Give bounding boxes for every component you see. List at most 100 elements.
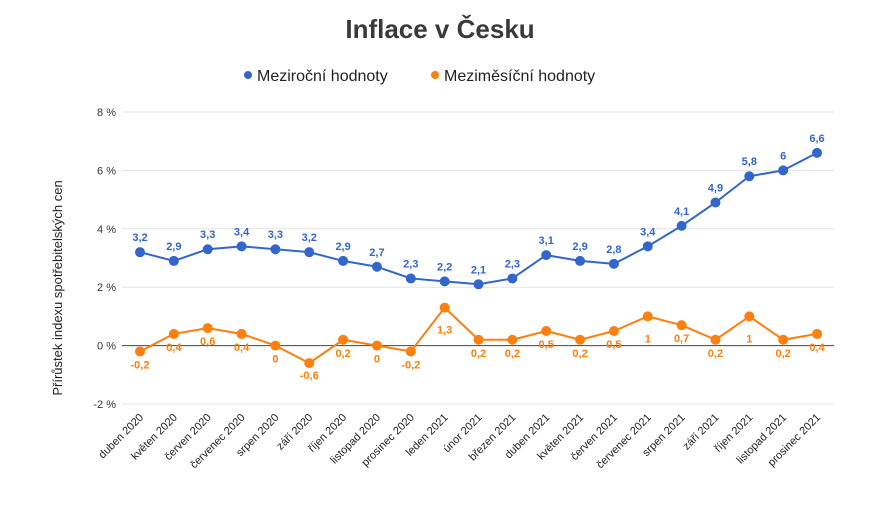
y-tick-label: 6 % xyxy=(97,165,116,177)
data-label-yoy: 2,9 xyxy=(572,241,587,253)
data-label-mom: 1,3 xyxy=(437,325,452,337)
y-tick-label: 0 % xyxy=(97,341,116,353)
data-label-mom: 0,2 xyxy=(776,348,791,360)
data-point-yoy xyxy=(338,255,349,266)
legend-marker-mom xyxy=(431,71,439,79)
data-point-yoy xyxy=(439,276,450,287)
data-point-yoy xyxy=(642,241,653,252)
data-label-yoy: 2,9 xyxy=(335,241,350,253)
data-label-mom: 1 xyxy=(746,333,752,345)
data-label-yoy: 2,2 xyxy=(437,261,452,273)
data-label-yoy: 3,1 xyxy=(539,235,554,247)
data-label-mom: 0,4 xyxy=(234,342,250,354)
data-label-yoy: 3,2 xyxy=(132,232,147,244)
data-point-yoy xyxy=(608,258,619,269)
data-point-mom xyxy=(507,334,518,345)
data-label-yoy: 3,3 xyxy=(200,229,215,241)
y-axis-ticks: 8 % 6 % 4 % 2 % 0 % -2 % xyxy=(93,107,116,411)
data-label-mom: 0,6 xyxy=(200,336,215,348)
data-labels-layer: 3,2 2,9 3,3 3,4 3,3 3,2 2,9 2,7 2,3 2,2 2,1 2,3 3,1 2… xyxy=(131,133,826,382)
data-point-mom xyxy=(541,326,552,336)
data-label-yoy: 5,8 xyxy=(742,156,757,168)
data-point-mom xyxy=(439,302,450,313)
data-label-mom: 0,2 xyxy=(572,348,587,360)
data-point-mom xyxy=(676,320,687,331)
data-point-yoy xyxy=(304,247,315,258)
series-layer xyxy=(135,147,822,369)
data-point-yoy xyxy=(236,241,247,252)
data-label-mom: 0 xyxy=(374,354,380,366)
data-label-mom: 0,7 xyxy=(674,333,689,345)
data-label-mom: 0,4 xyxy=(166,342,182,354)
data-point-yoy xyxy=(135,247,145,258)
data-point-mom xyxy=(812,328,822,339)
data-label-yoy: 2,9 xyxy=(166,241,181,253)
data-point-yoy xyxy=(473,279,484,290)
legend: Meziroční hodnoty Meziměsíční hodnoty xyxy=(244,68,595,85)
data-point-yoy xyxy=(575,255,586,266)
data-label-mom: 0,2 xyxy=(471,348,486,360)
data-label-mom: 0,5 xyxy=(606,339,621,351)
data-point-mom xyxy=(642,311,653,322)
data-label-mom: 0,2 xyxy=(505,348,520,360)
chart-title: Inflace v Česku xyxy=(345,14,534,44)
data-point-mom xyxy=(608,326,619,336)
data-label-mom: 0,4 xyxy=(809,342,825,354)
data-point-mom xyxy=(236,328,247,339)
data-point-mom xyxy=(405,346,416,357)
data-label-yoy: 2,3 xyxy=(403,258,418,270)
y-tick-label: -2 % xyxy=(93,399,116,411)
legend-marker-yoy xyxy=(244,71,252,79)
data-point-mom xyxy=(744,311,755,322)
data-point-mom xyxy=(778,334,789,345)
data-point-yoy xyxy=(168,255,179,266)
data-point-yoy xyxy=(270,244,281,255)
data-point-mom xyxy=(270,340,281,351)
data-label-mom: -0,2 xyxy=(131,359,150,371)
data-label-mom: 0,5 xyxy=(539,339,554,351)
grid xyxy=(122,111,834,405)
data-label-yoy: 3,2 xyxy=(302,232,317,244)
data-label-yoy: 3,4 xyxy=(234,226,250,238)
data-label-mom: 0,2 xyxy=(335,348,350,360)
data-point-yoy xyxy=(507,273,518,284)
data-label-yoy: 4,1 xyxy=(674,206,689,218)
data-label-yoy: 2,7 xyxy=(369,247,384,259)
data-label-yoy: 2,3 xyxy=(505,258,520,270)
data-label-yoy: 4,9 xyxy=(708,183,723,195)
legend-label-mom: Meziměsíční hodnoty xyxy=(444,68,595,85)
data-point-yoy xyxy=(744,171,755,182)
data-point-yoy xyxy=(202,244,213,255)
data-point-mom xyxy=(338,334,349,345)
data-point-mom xyxy=(575,334,586,345)
data-label-yoy: 6 xyxy=(780,150,786,162)
data-point-mom xyxy=(135,346,145,357)
y-axis-title: Přírůstek indexu spotřebitelských cen xyxy=(50,180,65,395)
data-label-mom: 0 xyxy=(272,354,278,366)
data-point-yoy xyxy=(710,197,721,208)
data-point-mom xyxy=(371,340,382,351)
y-tick-label: 2 % xyxy=(97,282,116,294)
data-point-mom xyxy=(168,328,179,339)
data-label-yoy: 3,4 xyxy=(640,226,656,238)
data-point-yoy xyxy=(371,261,382,272)
legend-label-yoy: Meziroční hodnoty xyxy=(257,68,388,85)
data-point-yoy xyxy=(676,220,687,231)
data-label-yoy: 6,6 xyxy=(809,133,824,145)
data-label-yoy: 2,1 xyxy=(471,264,486,276)
data-label-yoy: 3,3 xyxy=(268,229,283,241)
data-point-mom xyxy=(304,358,315,369)
data-point-mom xyxy=(710,334,721,345)
data-point-mom xyxy=(473,334,484,345)
data-point-yoy xyxy=(778,165,789,176)
y-tick-label: 8 % xyxy=(97,107,116,119)
data-label-yoy: 2,8 xyxy=(606,244,621,256)
data-point-yoy xyxy=(812,147,822,158)
data-point-mom xyxy=(202,323,213,334)
data-label-mom: 0,2 xyxy=(708,348,723,360)
y-tick-label: 4 % xyxy=(97,224,116,236)
data-label-mom: -0,2 xyxy=(401,359,420,371)
data-point-yoy xyxy=(541,250,552,261)
